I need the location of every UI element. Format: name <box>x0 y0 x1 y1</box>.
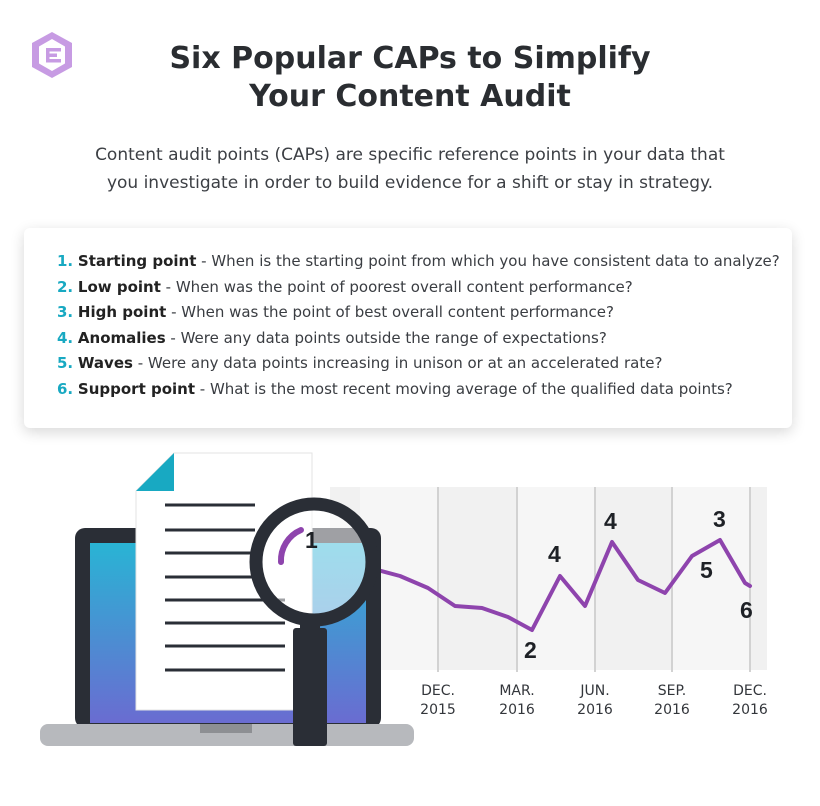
list-item: 1. Starting point - When is the starting… <box>57 252 780 270</box>
list-item: 4. Anomalies - Were any data points outs… <box>57 328 607 347</box>
list-item: 5. Waves - Were any data points increasi… <box>57 354 663 373</box>
caps-list-card: 1. Starting point - When is the starting… <box>24 228 792 428</box>
point-marker-6: 6 <box>740 597 753 623</box>
point-marker-5: 5 <box>700 557 713 583</box>
brand-logo <box>32 32 72 78</box>
timeline-label: JUN. 2016 <box>577 683 613 718</box>
list-item: 6. Support point - What is the most rece… <box>57 379 733 398</box>
point-marker-2: 2 <box>524 637 537 663</box>
list-item: 3. High point - When was the point of be… <box>57 303 614 322</box>
caps-list: 1. Starting point - When is the starting… <box>57 249 780 403</box>
list-item: 2. Low point - When was the point of poo… <box>57 277 633 296</box>
trend-line <box>316 538 752 632</box>
point-marker-4b: 4 <box>604 508 617 534</box>
timeline-label: DEC. 2016 <box>732 683 768 718</box>
timeline-label: MAR. 2016 <box>499 683 535 718</box>
point-marker-3: 3 <box>713 506 726 532</box>
timeline-label: SEP. 2016 <box>654 683 690 718</box>
intro-text: Content audit points (CAPs) are specific… <box>95 145 725 193</box>
magnifier-icon <box>249 497 379 746</box>
point-marker-1: 1 <box>305 527 318 553</box>
illustration-scene: 1 2 4 4 5 3 6 DEC. 2015 MAR. 2016 JUN. 2016… <box>0 440 820 806</box>
page-title: Six Popular CAPs to Simplify Your Conten… <box>169 41 651 114</box>
point-marker-4a: 4 <box>548 541 561 567</box>
timeline-label: DEC. 2015 <box>420 683 456 718</box>
